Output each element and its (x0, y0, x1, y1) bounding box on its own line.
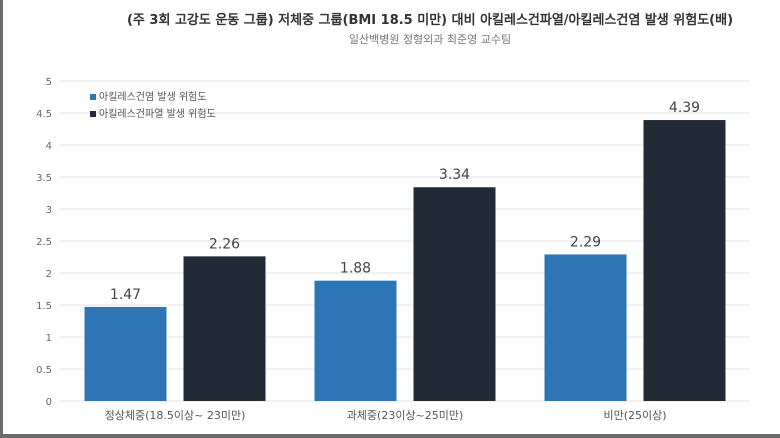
legend-swatch (90, 94, 96, 100)
y-tick-label: 5 (46, 77, 52, 88)
bar-rupture (643, 120, 726, 401)
y-tick-label: 0 (46, 397, 52, 408)
y-tick-label: 3 (46, 205, 52, 216)
x-tick-label: 과체중(23이상~25미만) (347, 409, 464, 422)
y-tick-label: 3.5 (36, 173, 52, 184)
y-tick-label: 2.5 (36, 237, 52, 248)
legend-swatch (90, 111, 96, 117)
y-tick-label: 4 (46, 141, 52, 152)
bar-tendinitis (544, 254, 627, 401)
data-label: 1.47 (110, 287, 141, 303)
bar-rupture (183, 256, 266, 401)
x-tick-label: 비만(25이상) (603, 409, 666, 422)
y-tick-label: 1.5 (36, 301, 52, 312)
y-tick-label: 1 (46, 333, 52, 344)
chart-subtitle: 일산백병원 정형외과 최준영 교수팀 (348, 33, 512, 46)
y-tick-label: 0.5 (36, 365, 52, 376)
legend-label: 아킬레스건염 발생 위험도 (99, 92, 207, 103)
bar-tendinitis (314, 280, 397, 401)
data-label: 2.26 (209, 236, 240, 252)
legend-item-tendinitis: 아킬레스건염 발생 위험도 (90, 89, 216, 106)
data-label: 4.39 (669, 100, 700, 116)
legend: 아킬레스건염 발생 위험도 아킬레스건파열 발생 위험도 (90, 89, 216, 123)
chart-header: (주 3회 고강도 운동 그룹) 저체중 그룹(BMI 18.5 미만) 대비 … (90, 12, 770, 47)
chart-title: (주 3회 고강도 운동 그룹) 저체중 그룹(BMI 18.5 미만) 대비 … (126, 13, 734, 28)
data-label: 3.34 (439, 167, 470, 183)
legend-item-rupture: 아킬레스건파열 발생 위험도 (90, 106, 216, 123)
data-label: 1.88 (340, 261, 371, 277)
y-tick-label: 2 (46, 269, 52, 280)
data-label: 2.29 (570, 234, 601, 250)
bar-tendinitis (84, 306, 167, 401)
bar-rupture (413, 187, 496, 401)
legend-label: 아킬레스건파열 발생 위험도 (99, 109, 216, 120)
y-tick-label: 4.5 (36, 109, 52, 120)
x-tick-label: 정상체중(18.5이상~ 23미만) (105, 409, 246, 422)
